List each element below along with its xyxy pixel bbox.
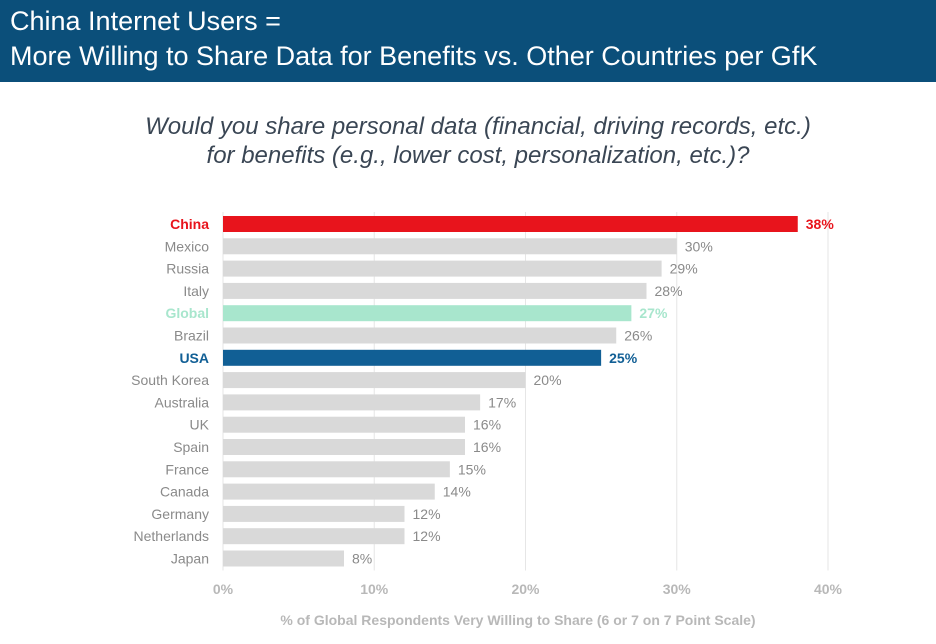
value-label: 28% [655,283,683,299]
value-label: 15% [458,461,486,477]
bar-france [223,461,450,478]
value-label: 8% [352,551,372,567]
chart-question: Would you share personal data (financial… [0,112,936,170]
category-label: Japan [171,551,209,567]
category-label: Germany [151,506,209,522]
bar-global [223,305,632,322]
bar-china [223,216,798,232]
bar-netherlands [223,528,405,545]
bar-brazil [223,327,617,344]
category-label: Netherlands [134,528,210,544]
category-label: Brazil [174,328,209,344]
chart-question-line-2: for benefits (e.g., lower cost, personal… [206,142,750,169]
value-label: 12% [413,528,441,544]
x-axis-title: % of Global Respondents Very Willing to … [280,612,755,628]
x-tick-label: 0% [213,581,234,597]
slide-header: China Internet Users = More Willing to S… [0,0,936,82]
value-label: 17% [488,394,516,410]
bar-mexico [223,238,677,255]
category-label: South Korea [131,372,209,388]
bar-spain [223,439,465,455]
value-label: 16% [473,439,501,455]
bar-australia [223,394,481,411]
category-label: Mexico [165,238,210,254]
chart-question-line-1: Would you share personal data (financial… [145,113,811,140]
category-label: Canada [160,484,209,500]
x-tick-label: 20% [511,581,540,597]
bar-germany [223,505,405,522]
category-label: USA [179,350,209,366]
bar-uk [223,416,465,433]
category-label: Australia [155,394,210,410]
bar-usa [223,349,602,366]
category-label: UK [190,417,210,433]
x-tick-label: 40% [814,581,843,597]
slide-title-line-2: More Willing to Share Data for Benefits … [10,41,818,71]
category-label: Italy [183,283,209,299]
category-label: Spain [173,439,209,455]
bar-italy [223,282,647,299]
x-tick-label: 10% [360,581,389,597]
bar-russia [223,260,662,277]
x-tick-label: 30% [663,581,692,597]
value-label: 30% [685,238,713,254]
bar-japan [223,550,344,567]
bar-south-korea [223,372,526,389]
labels: China 38% Mexico 30% Russia 29% Italy 28% Global… [131,216,834,567]
category-label: Russia [166,261,209,277]
value-label: 25% [609,350,638,366]
x-axis: 0% 10% 20% 30% 40% % of Global Respondents Ve… [213,581,843,628]
category-label: China [170,216,209,232]
bar-canada [223,483,435,500]
value-label: 16% [473,417,501,433]
value-label: 20% [534,372,562,388]
slide-title-line-1: China Internet Users = [10,6,281,36]
category-label: France [165,461,209,477]
bars [223,216,798,567]
value-label: 26% [624,328,652,344]
value-label: 14% [443,484,471,500]
value-label: 38% [806,216,835,232]
category-label: Global [165,305,209,321]
value-label: 27% [639,305,668,321]
value-label: 12% [413,506,441,522]
value-label: 29% [670,261,698,277]
